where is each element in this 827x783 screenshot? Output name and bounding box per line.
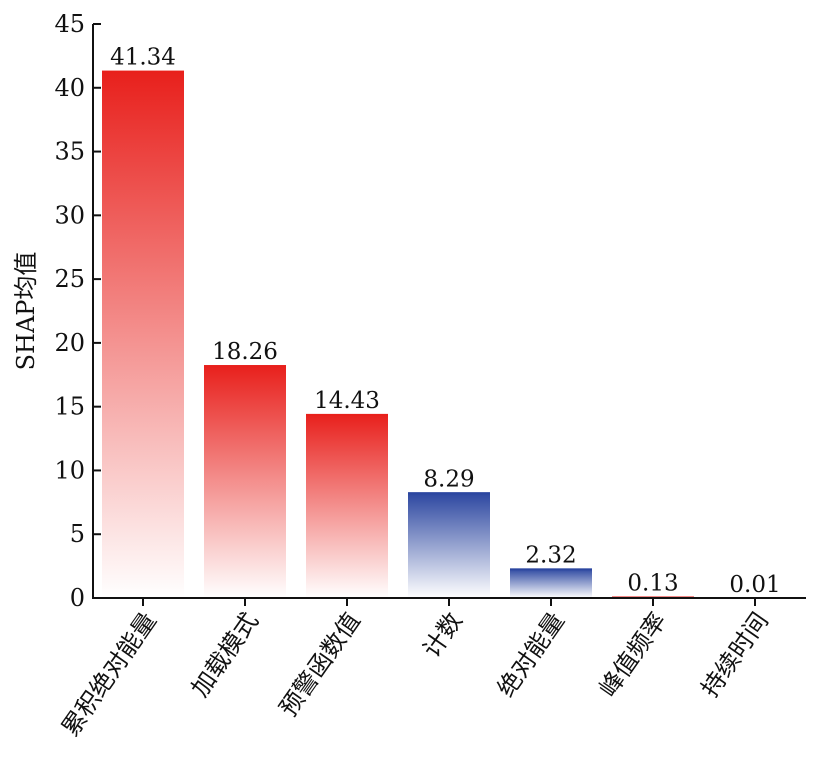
x-tick-label: 加载模式: [186, 607, 264, 702]
bars-layer: [102, 71, 796, 598]
value-label: 0.01: [729, 572, 780, 598]
bar: [204, 365, 286, 598]
y-tick-label: 30: [54, 201, 85, 229]
bar-top-edge: [306, 414, 388, 416]
y-tick-label: 35: [54, 138, 85, 166]
y-axis-title: SHAP均值: [12, 252, 40, 371]
y-tick-label: 25: [54, 265, 85, 293]
x-tick-label: 预警函数值: [274, 607, 366, 721]
x-tick-label: 累积绝对能量: [56, 607, 162, 741]
bar: [510, 568, 592, 598]
bar-top-edge: [204, 365, 286, 367]
value-label: 41.34: [110, 45, 176, 71]
bar: [408, 492, 490, 598]
y-ticks: 0 5 10 15 20 25 30 35 40 45: [54, 10, 101, 612]
bar-top-edge: [102, 71, 184, 73]
bar: [102, 71, 184, 598]
value-label: 0.13: [627, 570, 678, 596]
y-tick-label: 40: [54, 74, 85, 102]
y-tick-label: 5: [70, 520, 85, 548]
value-label: 2.32: [525, 542, 576, 568]
y-tick-label: 15: [54, 393, 85, 421]
value-label: 18.26: [212, 339, 278, 365]
x-ticks: 累积绝对能量加载模式预警函数值计数绝对能量峰值频率持续时间: [56, 598, 774, 741]
bar-top-edge: [510, 568, 592, 570]
x-tick-label: 峰值频率: [594, 607, 672, 702]
y-tick-label: 0: [70, 584, 85, 612]
value-label: 8.29: [423, 466, 474, 492]
x-tick-label: 持续时间: [696, 607, 774, 702]
x-tick-label: 计数: [417, 607, 467, 662]
y-tick-label: 45: [54, 10, 85, 38]
value-label: 14.43: [314, 388, 380, 414]
x-tick-label: 绝对能量: [492, 607, 570, 702]
y-tick-label: 20: [54, 329, 85, 357]
y-tick-label: 10: [54, 456, 85, 484]
bar-top-edge: [408, 492, 490, 494]
bar: [306, 414, 388, 598]
